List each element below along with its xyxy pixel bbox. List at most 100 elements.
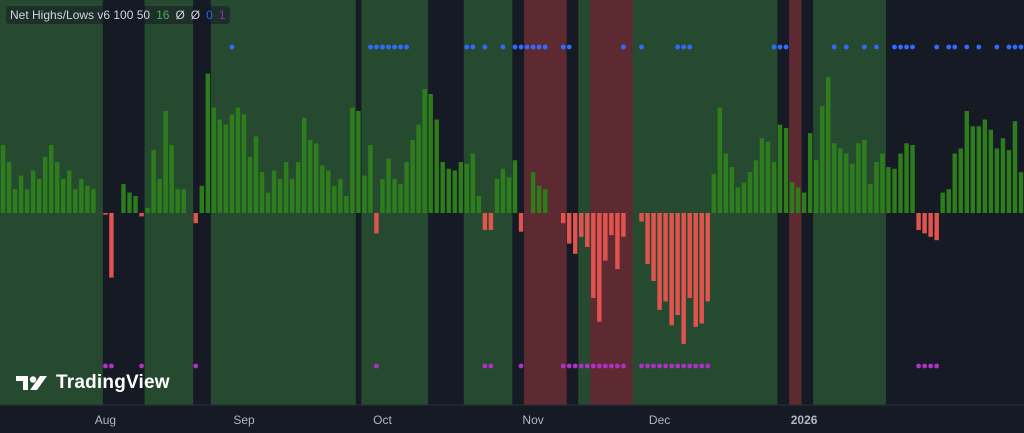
new-high-dot (1012, 44, 1018, 50)
new-high-dot (404, 44, 409, 50)
new-high-dot (783, 44, 789, 50)
bar (820, 105, 825, 213)
bar (536, 185, 542, 213)
bar (265, 192, 271, 213)
bar (380, 179, 385, 213)
bar (741, 182, 747, 213)
new-low-dot (566, 363, 572, 369)
bar (874, 162, 879, 213)
bar (675, 213, 680, 315)
bar (934, 213, 939, 241)
new-high-dot (831, 44, 837, 50)
new-low-dot (518, 363, 524, 369)
zone-bear (590, 0, 633, 405)
new-high-dot (560, 44, 566, 50)
new-high-dot (687, 44, 693, 50)
new-low-dot (109, 363, 114, 369)
bar (181, 189, 186, 213)
bar (211, 107, 217, 213)
bar (609, 213, 614, 236)
bar (446, 168, 451, 213)
bar (458, 162, 464, 213)
bar (320, 165, 325, 213)
x-tick-label: 2026 (791, 413, 818, 427)
brand-name: TradingView (56, 372, 170, 393)
new-low-dot (669, 363, 675, 369)
bar (826, 77, 831, 213)
new-high-dot (482, 44, 488, 50)
bar (753, 160, 759, 213)
new-high-dot (892, 44, 897, 50)
new-low-dot (596, 363, 602, 369)
new-high-dot (621, 44, 626, 50)
new-low-dot (663, 363, 668, 369)
bar (217, 119, 223, 213)
bar (356, 111, 361, 213)
bar (729, 167, 735, 213)
bar (67, 170, 72, 213)
zone-bull (210, 0, 356, 405)
bar (1000, 138, 1006, 213)
bar (964, 111, 969, 213)
bar (163, 111, 168, 213)
bar (940, 192, 945, 213)
bar (1018, 172, 1024, 213)
zone-bull (578, 0, 591, 405)
bar (922, 213, 927, 234)
bar (591, 213, 596, 298)
bar (283, 162, 289, 213)
bar (103, 213, 108, 215)
bar (1006, 150, 1012, 213)
new-high-dot (386, 44, 391, 50)
bar (73, 189, 78, 213)
bar (0, 145, 6, 213)
bar (765, 141, 771, 213)
indicator-legend[interactable]: Net Highs/Lows v6 100 50 16 Ø Ø 0 1 (6, 6, 230, 24)
bar (476, 196, 482, 213)
new-high-dot (368, 44, 373, 50)
new-low-dot (687, 363, 693, 369)
bar (36, 179, 42, 213)
new-low-dot (103, 363, 108, 369)
bar (151, 150, 156, 213)
bar (301, 117, 307, 213)
bar (500, 168, 506, 213)
bar (79, 179, 84, 213)
bar (488, 213, 494, 230)
bar (241, 114, 247, 213)
new-high-dot (898, 44, 903, 50)
new-low-dot (482, 363, 488, 369)
new-low-dot (922, 363, 928, 369)
bar (350, 107, 355, 213)
new-high-dot (952, 44, 958, 50)
bar (759, 138, 765, 213)
bar (898, 153, 903, 213)
bar (314, 143, 319, 213)
bar (916, 213, 921, 230)
bar (398, 184, 403, 213)
bar (48, 145, 54, 213)
new-low-dot (639, 363, 644, 369)
new-high-dot (904, 44, 909, 50)
new-high-dot (994, 44, 1000, 50)
zone-bull (813, 0, 886, 405)
bar (862, 139, 867, 213)
zone-bull (632, 0, 778, 405)
signal-dots (103, 44, 1024, 369)
new-high-dot (934, 44, 940, 50)
new-high-dot (777, 44, 783, 50)
bar (368, 145, 373, 213)
tradingview-logo[interactable]: TradingView (14, 372, 170, 394)
new-low-dot (681, 363, 687, 369)
bar (567, 213, 572, 244)
bar (994, 148, 1000, 213)
bar (6, 162, 12, 213)
bar (928, 213, 933, 237)
new-high-dot (398, 44, 403, 50)
bar (621, 213, 626, 237)
bar (615, 213, 620, 270)
new-high-dot (964, 44, 970, 50)
x-tick-label: Aug (95, 413, 116, 427)
new-high-dot (518, 44, 524, 50)
